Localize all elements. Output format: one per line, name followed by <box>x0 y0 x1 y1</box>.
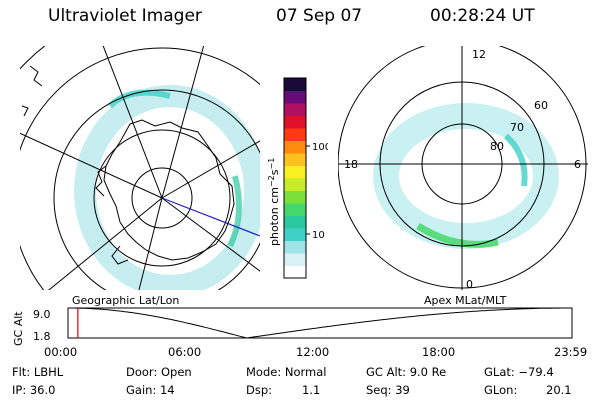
colorbar-cell <box>284 140 306 154</box>
colorbar-cell <box>284 203 306 216</box>
alt-ytick-top: 9.0 <box>33 308 51 321</box>
colorbar-cell <box>284 115 306 129</box>
colorbar-cell <box>284 165 306 179</box>
info-glon-label: GLon: <box>484 383 518 397</box>
colorbar-tick-100: 100 <box>312 142 328 153</box>
mlt-label-6: 6 <box>574 158 581 171</box>
info-gc-alt: GC Alt: 9.0 Re <box>366 365 447 379</box>
alt-xtick-0600: 06:00 <box>168 345 201 359</box>
altitude-curve <box>68 307 572 339</box>
info-gain: Gain: 14 <box>126 383 175 397</box>
alt-xtick-2359: 23:59 <box>554 345 587 359</box>
date-label: 07 Sep 07 <box>276 6 363 26</box>
colorbar-cell <box>284 228 306 241</box>
alt-xtick-1200: 12:00 <box>296 345 329 359</box>
info-seq: Seq: 39 <box>366 383 410 397</box>
alt-xtick-1800: 18:00 <box>422 345 455 359</box>
info-ip: IP: 36.0 <box>12 383 56 397</box>
alt-ytick-bottom: 1.8 <box>33 330 51 343</box>
geographic-polar-map <box>20 46 260 290</box>
colorbar-cell <box>284 153 306 166</box>
info-glon-value: 20.1 <box>546 383 572 397</box>
mlat-label-70: 70 <box>510 121 524 134</box>
colorbar-cell <box>284 90 306 104</box>
mlat-label-60: 60 <box>534 99 548 112</box>
instrument-title: Ultraviolet Imager <box>48 6 202 26</box>
colorbar-cell <box>284 128 306 141</box>
colorbar-cell <box>284 78 306 91</box>
alt-xtick-0000: 00:00 <box>44 345 77 359</box>
colorbar-cell <box>284 215 306 229</box>
info-mode: Mode: Normal <box>246 365 327 379</box>
colorbar: 100 10 photon cm−2s−1 <box>267 77 328 279</box>
colorbar-cell <box>284 240 306 254</box>
info-dsp-label: Dsp: <box>246 383 273 397</box>
colorbar-cell <box>284 178 306 191</box>
info-door: Door: Open <box>126 365 192 379</box>
altitude-timeline: GC Alt 9.0 1.8 00:00 06:00 12:00 18:00 2… <box>12 307 587 359</box>
colorbar-tick-10: 10 <box>312 230 325 241</box>
alt-ylabel: GC Alt <box>12 311 25 346</box>
aurora-oval-mag <box>373 103 559 249</box>
mlt-label-0: 0 <box>466 278 473 290</box>
info-dsp-value: 1.1 <box>302 383 321 397</box>
colorbar-cell <box>284 265 306 279</box>
mlt-label-18: 18 <box>344 158 358 171</box>
mlat-label-80: 80 <box>490 140 504 153</box>
right-panel-label: Apex MLat/MLT <box>424 294 507 307</box>
time-label: 00:28:24 UT <box>430 6 535 26</box>
magnetic-polar-map: 12 18 6 0 60 70 80 <box>338 46 588 290</box>
colorbar-cell <box>284 253 306 266</box>
colorbar-unit-label: photon cm−2s−1 <box>267 158 281 246</box>
colorbar-cell <box>284 103 306 116</box>
antarctica-coastline <box>103 119 235 261</box>
info-filter: Flt: LBHL <box>12 365 64 379</box>
mlt-label-12: 12 <box>472 48 486 61</box>
info-glat: GLat: −79.4 <box>484 365 554 379</box>
colorbar-cell <box>284 190 306 204</box>
left-panel-label: Geographic Lat/Lon <box>72 294 180 307</box>
